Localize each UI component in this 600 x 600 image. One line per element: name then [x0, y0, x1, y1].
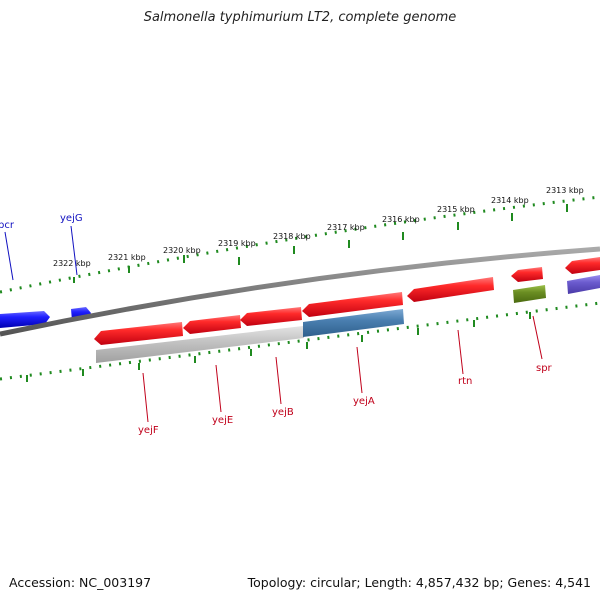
gene-edge-red[interactable]: [565, 257, 600, 274]
genome-summary: Topology: circular; Length: 4,857,432 bp…: [247, 575, 591, 590]
gene-label-bcr[interactable]: bcr: [0, 220, 15, 231]
gene-spr[interactable]: [511, 267, 543, 282]
leader-yejB: [275, 356, 282, 405]
leader-yejE: [215, 364, 222, 413]
gene-yejE[interactable]: [183, 315, 241, 334]
gene-label-yejG[interactable]: yejG: [60, 213, 83, 224]
gene-rtn[interactable]: [407, 277, 494, 302]
gene-yejF[interactable]: [94, 322, 183, 345]
outer-scale-track: [0, 195, 600, 294]
scale-label: 2322 kbp: [53, 259, 91, 268]
scale-label: 2315 kbp: [437, 205, 475, 214]
scale-label: 2316 kbp: [382, 215, 420, 224]
gene-labels: bcr yejG yejF yejE yejB yejA rtn spr: [0, 213, 553, 436]
leader-yejF: [142, 372, 149, 423]
reverse-strand: [94, 257, 600, 345]
gene-label-yejB[interactable]: yejB: [272, 407, 294, 418]
gene-yejA[interactable]: [302, 292, 403, 317]
scale-label: 2319 kbp: [218, 239, 256, 248]
gene-label-spr[interactable]: spr: [536, 363, 553, 374]
leader-yejA: [356, 346, 363, 394]
genome-backbone: [0, 246, 600, 337]
leader-lines: [4, 225, 543, 423]
gene-label-yejA[interactable]: yejA: [353, 396, 375, 407]
scale-label: 2321 kbp: [108, 253, 146, 262]
gene-label-yejF[interactable]: yejF: [138, 425, 159, 436]
feature-violet-block[interactable]: [567, 275, 600, 294]
scale-label: 2317 kbp: [327, 223, 365, 232]
scale-label: 2318 kbp: [273, 232, 311, 241]
feature-gray-block[interactable]: [96, 326, 304, 363]
scale-label: 2320 kbp: [163, 246, 201, 255]
leader-spr: [532, 315, 543, 360]
accession-label: Accession: NC_003197: [9, 575, 152, 590]
feature-track: [96, 275, 600, 363]
leader-yejG: [70, 225, 78, 276]
scale-labels: 2322 kbp 2321 kbp 2320 kbp 2319 kbp 2318…: [53, 186, 584, 268]
feature-blue-block[interactable]: [303, 309, 404, 337]
leader-bcr: [4, 231, 14, 281]
inner-scale-dots: [0, 301, 600, 381]
leader-rtn: [457, 329, 464, 375]
inner-scale-track: [0, 301, 600, 382]
scale-label: 2314 kbp: [491, 196, 529, 205]
gene-label-rtn[interactable]: rtn: [458, 376, 472, 387]
feature-olive-block[interactable]: [513, 285, 546, 303]
scale-label: 2313 kbp: [546, 186, 584, 195]
gene-label-yejE[interactable]: yejE: [212, 415, 233, 426]
outer-scale-dots: [0, 195, 600, 294]
map-title: Salmonella typhimurium LT2, complete gen…: [143, 10, 457, 25]
gene-yejB[interactable]: [240, 307, 302, 326]
